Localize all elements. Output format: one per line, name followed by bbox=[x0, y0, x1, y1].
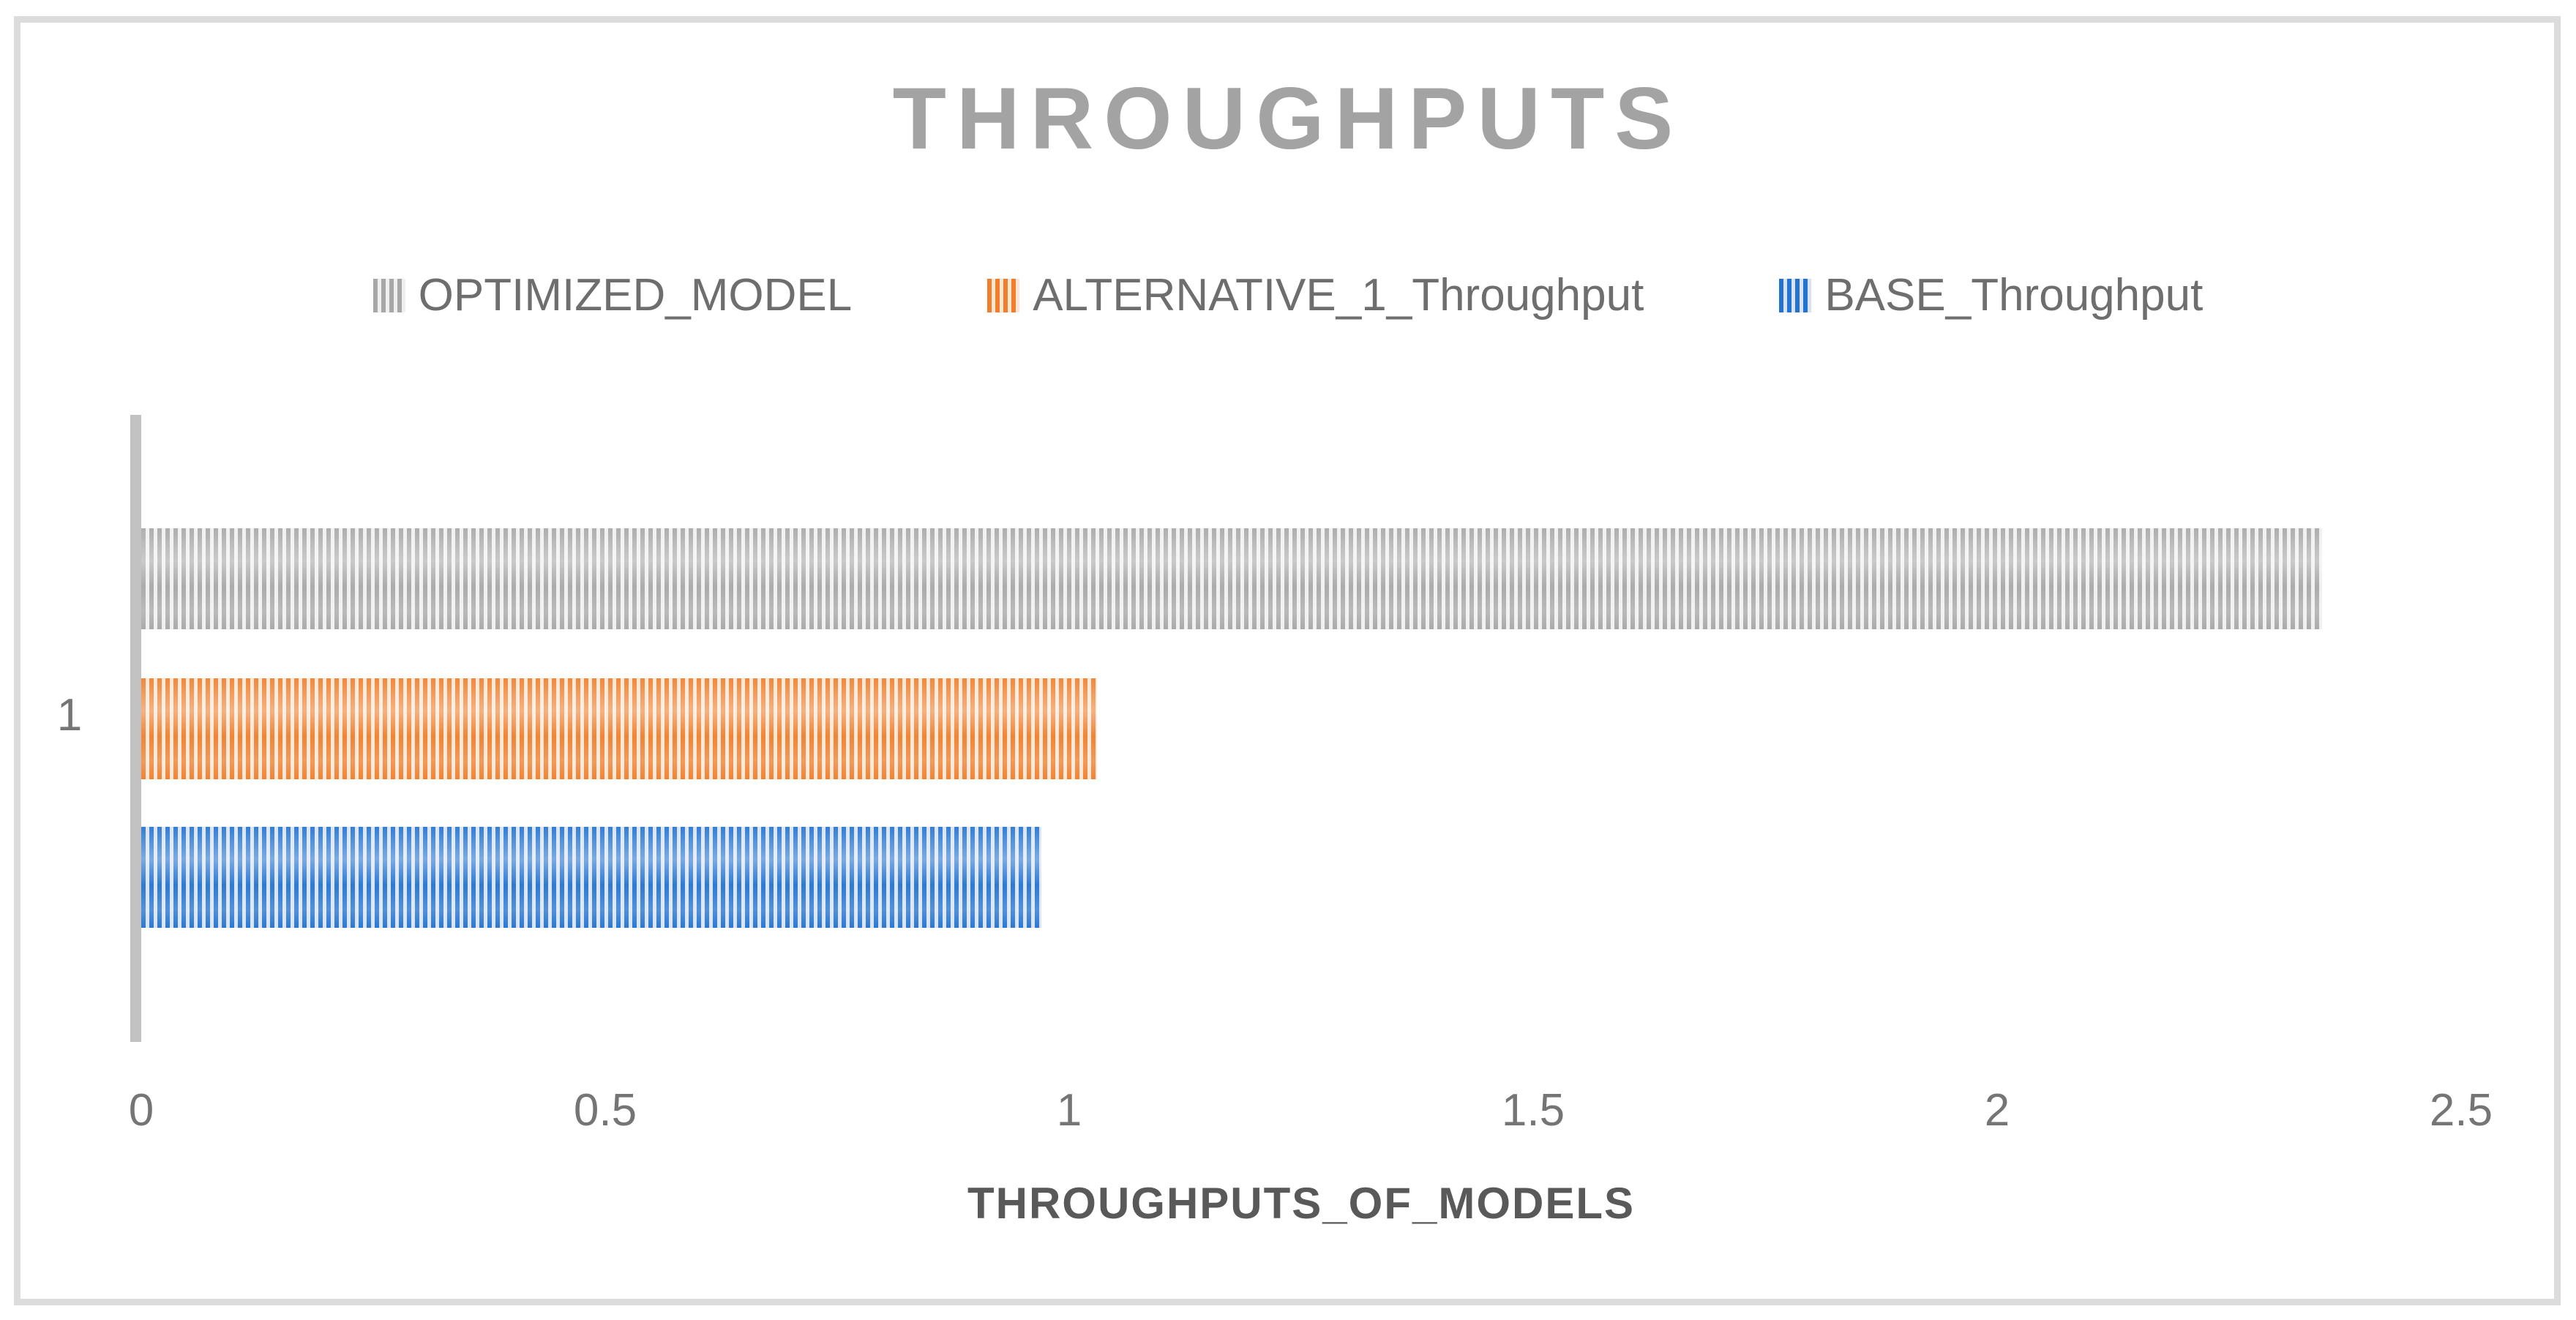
legend-color-swatch bbox=[372, 278, 405, 312]
legend-color-swatch bbox=[987, 278, 1020, 312]
x-axis-tick-label: 1 bbox=[1056, 1085, 1082, 1136]
chart-border-frame bbox=[14, 16, 2561, 1305]
legend: OPTIMIZED_MODEL ALTERNATIVE_1_Throughput B… bbox=[0, 269, 2576, 321]
x-axis-tick-label: 1.5 bbox=[1501, 1085, 1565, 1136]
x-axis-tick-label: 2 bbox=[1984, 1085, 2010, 1136]
legend-item-label: OPTIMIZED_MODEL bbox=[418, 270, 853, 320]
y-axis-line bbox=[130, 415, 141, 1042]
bar-alternative_1_throughput bbox=[141, 678, 1097, 779]
x-axis-tick-label: 0.5 bbox=[573, 1085, 637, 1136]
x-axis-tick-label: 2.5 bbox=[2429, 1085, 2493, 1136]
legend-item: ALTERNATIVE_1_Throughput bbox=[987, 269, 1644, 321]
legend-color-swatch bbox=[1779, 278, 1812, 312]
legend-item: OPTIMIZED_MODEL bbox=[372, 269, 853, 321]
x-axis-title: THROUGHPUTS_OF_MODELS bbox=[967, 1179, 1636, 1228]
legend-item-label: ALTERNATIVE_1_Throughput bbox=[1033, 270, 1644, 320]
legend-item: BASE_Throughput bbox=[1779, 269, 2203, 321]
chart-title: THROUGHPUTS bbox=[892, 70, 1684, 168]
bar-optimized_model bbox=[141, 528, 2322, 629]
bar-base_throughput bbox=[141, 827, 1041, 928]
legend-item-label: BASE_Throughput bbox=[1824, 270, 2204, 320]
x-axis-tick-label: 0 bbox=[128, 1085, 154, 1136]
y-axis-category-label: 1 bbox=[56, 690, 83, 740]
